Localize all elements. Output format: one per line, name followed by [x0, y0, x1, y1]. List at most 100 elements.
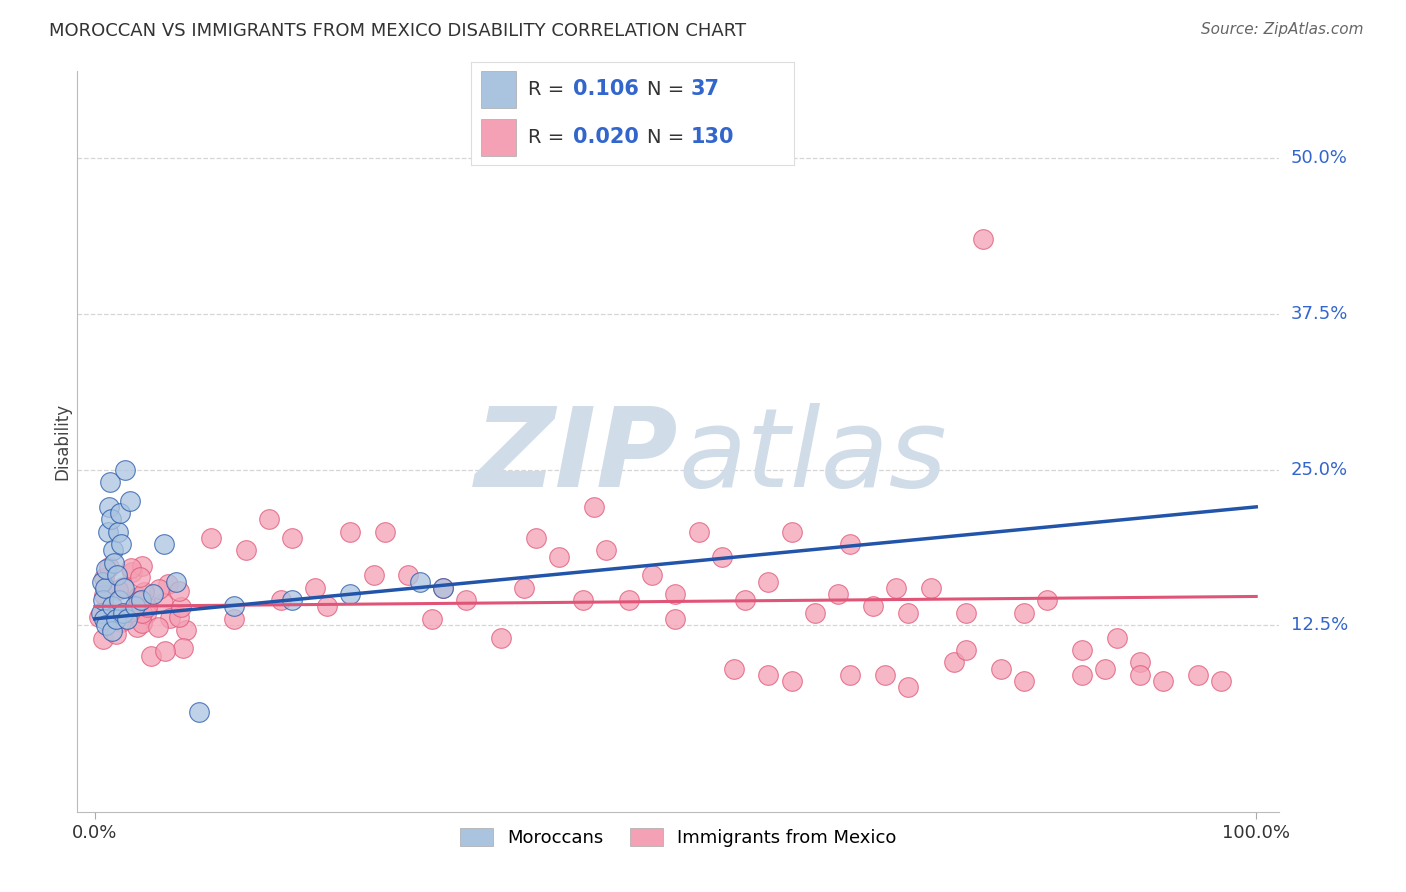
- Point: [169, 584, 191, 599]
- Point: [134, 585, 156, 599]
- Point: [780, 674, 803, 689]
- Point: [617, 593, 640, 607]
- Text: 25.0%: 25.0%: [1291, 460, 1348, 478]
- Point: [1211, 674, 1233, 689]
- Point: [101, 599, 124, 614]
- Point: [1152, 674, 1174, 689]
- Point: [153, 537, 176, 551]
- Point: [148, 582, 170, 596]
- Point: [1105, 631, 1128, 645]
- Point: [170, 600, 193, 615]
- Text: N =: N =: [647, 79, 690, 99]
- Point: [125, 620, 148, 634]
- Point: [127, 590, 149, 604]
- Point: [105, 568, 128, 582]
- Text: 50.0%: 50.0%: [1291, 150, 1347, 168]
- Point: [101, 624, 124, 639]
- Point: [142, 587, 165, 601]
- Point: [827, 587, 849, 601]
- Point: [235, 543, 257, 558]
- Point: [105, 609, 128, 624]
- Point: [363, 568, 385, 582]
- Point: [97, 500, 120, 514]
- Point: [1012, 674, 1035, 689]
- Point: [110, 615, 132, 629]
- Text: Source: ZipAtlas.com: Source: ZipAtlas.com: [1201, 22, 1364, 37]
- Point: [710, 549, 733, 564]
- Point: [1071, 643, 1094, 657]
- Point: [129, 570, 152, 584]
- Point: [571, 593, 593, 607]
- Point: [688, 524, 710, 539]
- Point: [972, 232, 994, 246]
- Point: [1129, 668, 1152, 682]
- Point: [90, 606, 112, 620]
- Text: R =: R =: [527, 79, 569, 99]
- Point: [93, 571, 115, 585]
- Point: [339, 587, 361, 601]
- Point: [420, 612, 443, 626]
- Point: [409, 574, 432, 589]
- Point: [641, 568, 664, 582]
- Point: [491, 631, 513, 645]
- Text: 0.020: 0.020: [572, 128, 638, 147]
- Text: N =: N =: [647, 128, 690, 147]
- Point: [897, 681, 920, 695]
- Point: [108, 593, 131, 607]
- Point: [103, 543, 125, 558]
- Point: [897, 606, 920, 620]
- Point: [169, 609, 191, 624]
- Point: [432, 581, 454, 595]
- Point: [955, 643, 977, 657]
- Point: [156, 577, 179, 591]
- Point: [152, 596, 174, 610]
- Point: [200, 531, 222, 545]
- Text: MOROCCAN VS IMMIGRANTS FROM MEXICO DISABILITY CORRELATION CHART: MOROCCAN VS IMMIGRANTS FROM MEXICO DISAB…: [49, 22, 747, 40]
- Y-axis label: Disability: Disability: [53, 403, 72, 480]
- Point: [548, 549, 571, 564]
- Point: [780, 524, 803, 539]
- Point: [93, 612, 115, 626]
- Point: [131, 559, 153, 574]
- Point: [884, 581, 907, 595]
- Point: [224, 599, 246, 614]
- Point: [281, 531, 304, 545]
- Point: [146, 620, 169, 634]
- Point: [91, 632, 114, 647]
- Point: [1012, 606, 1035, 620]
- Point: [1187, 668, 1209, 682]
- Point: [112, 580, 135, 594]
- Point: [374, 524, 396, 539]
- Point: [172, 640, 194, 655]
- Point: [98, 475, 121, 489]
- Point: [96, 618, 118, 632]
- FancyBboxPatch shape: [481, 70, 516, 108]
- Point: [104, 612, 127, 626]
- Point: [524, 531, 547, 545]
- Point: [257, 512, 280, 526]
- Point: [117, 612, 139, 626]
- Point: [135, 607, 157, 621]
- Point: [107, 582, 129, 597]
- Text: atlas: atlas: [679, 403, 948, 510]
- Point: [90, 574, 112, 589]
- Point: [104, 627, 127, 641]
- Point: [1036, 593, 1059, 607]
- Point: [131, 607, 153, 621]
- Point: [920, 581, 942, 595]
- Point: [270, 593, 292, 607]
- Point: [174, 624, 197, 638]
- Point: [188, 705, 211, 719]
- Point: [862, 599, 884, 614]
- Point: [135, 600, 157, 615]
- Point: [120, 605, 142, 619]
- Point: [110, 537, 132, 551]
- Point: [103, 556, 125, 570]
- Point: [955, 606, 977, 620]
- Text: R =: R =: [527, 128, 569, 147]
- Point: [304, 581, 326, 595]
- Point: [107, 524, 129, 539]
- Point: [153, 644, 176, 658]
- Point: [281, 593, 304, 607]
- FancyBboxPatch shape: [481, 119, 516, 156]
